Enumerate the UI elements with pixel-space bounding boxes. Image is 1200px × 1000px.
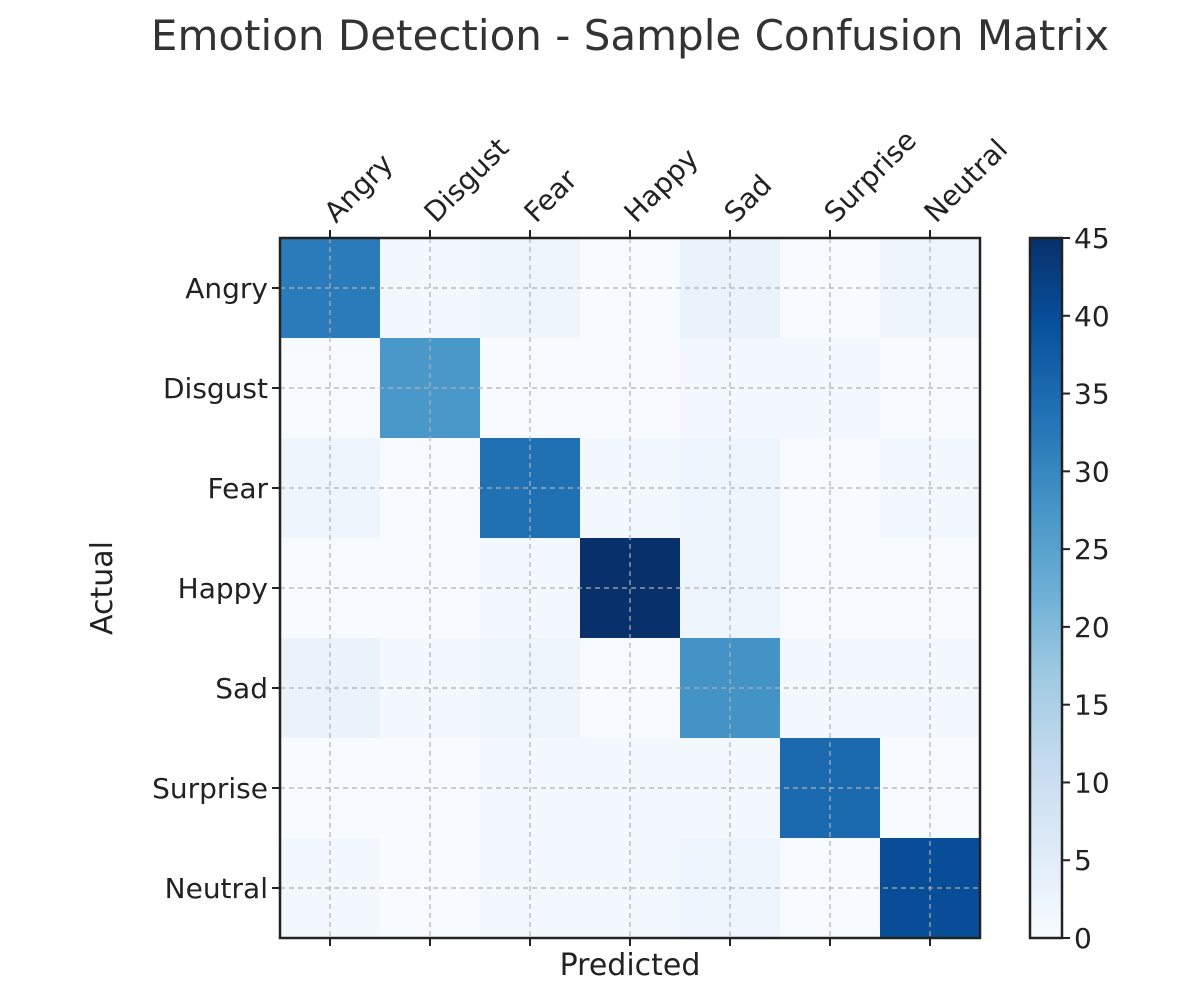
y-tick-label: Fear <box>208 472 269 505</box>
colorbar-tick-label: 15 <box>1074 689 1110 722</box>
x-tick-label: Surprise <box>818 124 923 229</box>
x-tick-label: Disgust <box>418 131 516 229</box>
colorbar-tick-label: 25 <box>1074 533 1110 566</box>
colorbar-tick-label: 20 <box>1074 611 1110 644</box>
y-tick-label: Happy <box>178 572 268 605</box>
colorbar-tick-label: 10 <box>1074 766 1110 799</box>
y-tick-label: Angry <box>185 272 268 305</box>
heatmap-cell <box>480 338 581 439</box>
y-tick-label: Surprise <box>152 772 268 805</box>
y-tick-label: Neutral <box>165 872 268 905</box>
x-tick-label: Neutral <box>918 133 1014 229</box>
heatmap-cell <box>380 338 481 439</box>
colorbar <box>1028 236 1064 940</box>
y-axis-label: Actual <box>85 541 120 635</box>
heatmap-cell <box>480 438 581 539</box>
colorbar-ticks: 0 5 10 15 20 25 30 35 40 45 <box>1062 222 1110 955</box>
colorbar-tick-label: 30 <box>1074 455 1110 488</box>
x-tick-label: Happy <box>618 142 705 229</box>
colorbar-tick-label: 5 <box>1074 844 1092 877</box>
chart-title: Emotion Detection - Sample Confusion Mat… <box>151 11 1109 60</box>
heatmap-cell <box>380 438 481 539</box>
x-tick-label: Sad <box>718 168 779 229</box>
colorbar-tick-label: 0 <box>1074 922 1092 955</box>
x-axis-label: Predicted <box>560 948 701 983</box>
colorbar-tick-label: 35 <box>1074 378 1110 411</box>
x-tick-label: Angry <box>318 147 400 229</box>
colorbar-tick-label: 40 <box>1074 300 1110 333</box>
x-tick-label: Fear <box>518 163 584 229</box>
y-tick-label: Disgust <box>163 372 268 405</box>
y-tick-labels: Angry Disgust Fear Happy Sad Surprise Neutral <box>152 272 280 905</box>
y-tick-label: Sad <box>215 672 268 705</box>
colorbar-tick-label: 45 <box>1074 222 1110 255</box>
